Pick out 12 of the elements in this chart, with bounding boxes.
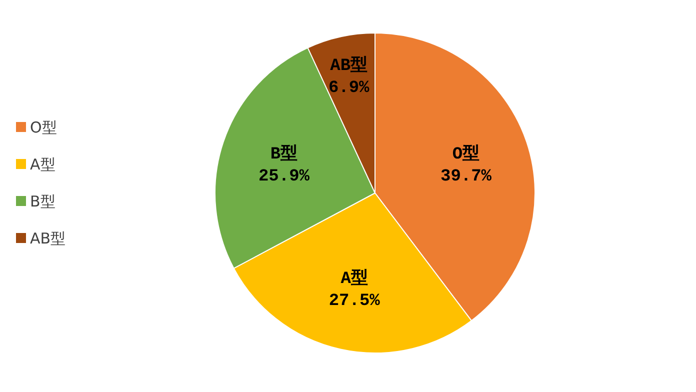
- legend-label: B型: [30, 192, 56, 210]
- legend-label: A型: [30, 156, 56, 174]
- slice-label: AB型: [330, 55, 368, 76]
- data-label: 27.5%: [328, 292, 381, 311]
- slice-label: O型: [452, 143, 480, 164]
- legend-label: AB型: [30, 230, 66, 248]
- slice-label: A型: [340, 268, 368, 289]
- data-label: 6.9%: [328, 79, 370, 98]
- slice-label: B型: [270, 143, 298, 164]
- legend-label: O型: [30, 118, 57, 136]
- data-label: 39.7%: [440, 167, 492, 186]
- data-label: 25.9%: [258, 167, 310, 186]
